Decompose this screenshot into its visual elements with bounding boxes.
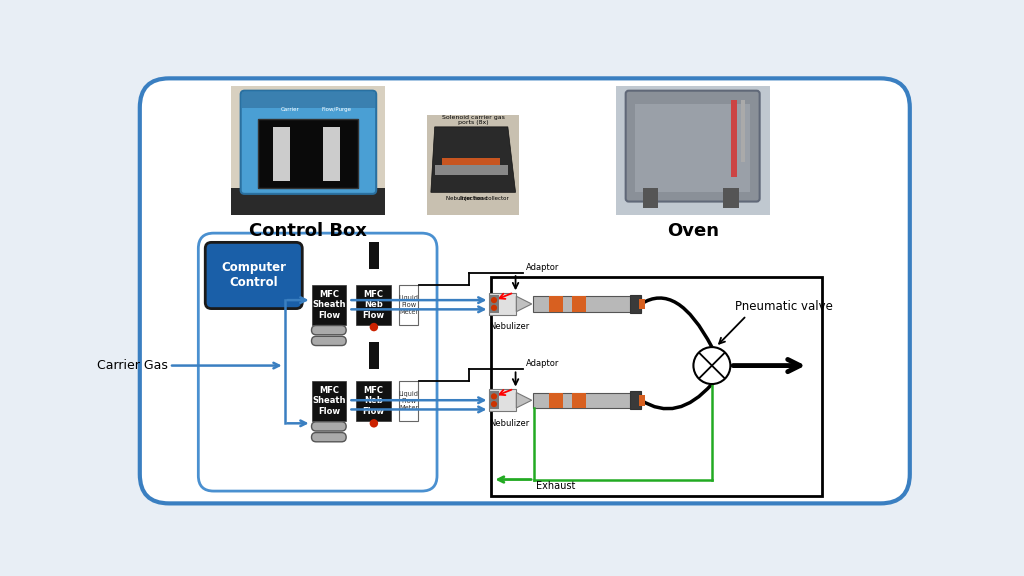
- Bar: [311, 381, 346, 421]
- Text: Nebulizer: Nebulizer: [489, 419, 529, 428]
- Text: Flow/Purge: Flow/Purge: [322, 108, 351, 112]
- Bar: [731, 100, 737, 177]
- Bar: [615, 86, 770, 215]
- Bar: [741, 100, 745, 161]
- Bar: [399, 285, 418, 325]
- Bar: [489, 389, 516, 411]
- Text: Injection collector: Injection collector: [461, 196, 509, 201]
- Text: Nebulizer: Nebulizer: [489, 323, 529, 331]
- Bar: [311, 285, 346, 325]
- Bar: [631, 295, 641, 313]
- Polygon shape: [516, 392, 531, 408]
- Circle shape: [370, 323, 378, 331]
- Bar: [356, 285, 391, 325]
- Bar: [399, 381, 418, 421]
- Text: Liquid
Flow
Meter: Liquid Flow Meter: [398, 391, 419, 411]
- Bar: [643, 188, 658, 208]
- Text: Liquid
Flow
Meter: Liquid Flow Meter: [398, 295, 419, 314]
- Text: Nebulizer head: Nebulizer head: [446, 196, 487, 201]
- FancyBboxPatch shape: [140, 78, 909, 503]
- Bar: [356, 381, 391, 421]
- Bar: [230, 188, 385, 215]
- Bar: [489, 295, 499, 313]
- Text: Carrier: Carrier: [281, 108, 299, 112]
- Text: Adaptor: Adaptor: [525, 263, 559, 272]
- Bar: [273, 127, 290, 181]
- Bar: [427, 115, 519, 215]
- Circle shape: [490, 297, 497, 303]
- Bar: [323, 127, 340, 181]
- Bar: [571, 392, 586, 408]
- FancyBboxPatch shape: [311, 325, 346, 335]
- Text: MFC
Neb
Flow: MFC Neb Flow: [362, 386, 385, 416]
- FancyBboxPatch shape: [241, 90, 376, 194]
- FancyBboxPatch shape: [626, 90, 760, 202]
- Text: Solenoid carrier gas
ports (8x): Solenoid carrier gas ports (8x): [441, 115, 505, 126]
- Text: MFC
Sheath
Flow: MFC Sheath Flow: [312, 386, 345, 416]
- Text: MFC
Neb
Flow: MFC Neb Flow: [362, 290, 385, 320]
- Bar: [571, 296, 586, 312]
- Circle shape: [490, 305, 497, 311]
- Text: Exhaust: Exhaust: [537, 481, 575, 491]
- Bar: [489, 391, 499, 410]
- Text: Adaptor: Adaptor: [525, 359, 559, 368]
- Bar: [639, 298, 645, 309]
- Text: Carrier Gas: Carrier Gas: [96, 359, 168, 372]
- Text: Pneumatic valve: Pneumatic valve: [735, 300, 833, 313]
- Bar: [534, 392, 641, 408]
- Circle shape: [490, 393, 497, 399]
- Bar: [724, 188, 739, 208]
- Polygon shape: [431, 127, 515, 192]
- Text: Oven: Oven: [667, 222, 719, 240]
- Circle shape: [693, 347, 730, 384]
- Bar: [489, 293, 516, 314]
- Bar: [549, 392, 562, 408]
- Circle shape: [490, 401, 497, 407]
- FancyBboxPatch shape: [311, 433, 346, 442]
- Polygon shape: [516, 296, 531, 312]
- Bar: [490, 277, 822, 497]
- Bar: [370, 343, 379, 369]
- Text: Control Box: Control Box: [249, 222, 367, 240]
- Bar: [631, 391, 641, 410]
- Bar: [258, 119, 357, 188]
- Circle shape: [370, 419, 378, 427]
- Bar: [370, 242, 379, 270]
- Bar: [635, 104, 751, 192]
- Bar: [549, 296, 562, 312]
- FancyBboxPatch shape: [311, 422, 346, 431]
- Bar: [534, 296, 641, 312]
- Text: MFC
Sheath
Flow: MFC Sheath Flow: [312, 290, 345, 320]
- Bar: [442, 158, 500, 175]
- FancyBboxPatch shape: [205, 242, 302, 309]
- Bar: [435, 165, 508, 175]
- Bar: [639, 395, 645, 406]
- Bar: [243, 92, 375, 108]
- Text: Computer
Control: Computer Control: [221, 262, 287, 290]
- FancyBboxPatch shape: [311, 336, 346, 346]
- Bar: [230, 86, 385, 215]
